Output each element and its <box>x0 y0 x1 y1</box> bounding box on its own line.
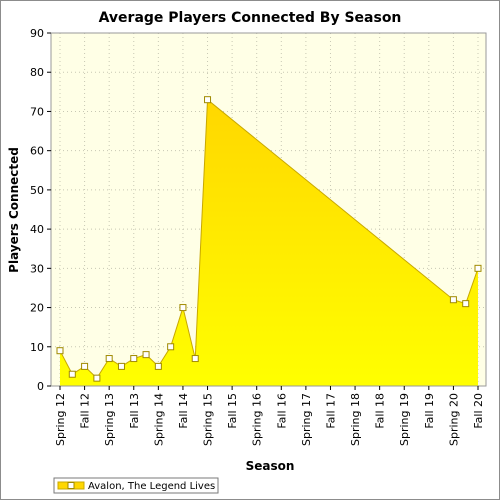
chart-title: Average Players Connected By Season <box>99 10 402 26</box>
x-tick-label: Fall 14 <box>177 393 190 429</box>
data-point <box>179 304 187 312</box>
x-axis-label: Season <box>246 459 295 473</box>
data-point <box>117 362 125 370</box>
area-series <box>60 99 478 386</box>
data-point <box>56 347 64 355</box>
x-tick-label: Spring 14 <box>152 393 165 446</box>
data-point <box>191 355 199 363</box>
data-point <box>167 343 175 351</box>
legend-swatch <box>57 481 85 490</box>
x-tick-label: Fall 20 <box>472 393 485 429</box>
y-tick-label: 70 <box>30 105 44 118</box>
data-point <box>130 355 138 363</box>
data-point <box>68 370 76 378</box>
axes <box>50 32 487 387</box>
legend-marker <box>67 482 75 489</box>
plot-border <box>50 32 487 387</box>
legend: Avalon, The Legend Lives <box>53 477 219 494</box>
data-point <box>93 374 101 382</box>
legend-entry: Avalon, The Legend Lives <box>88 481 215 492</box>
data-point <box>81 362 89 370</box>
x-tick-label: Fall 15 <box>226 393 239 429</box>
x-tick-label: Spring 19 <box>398 393 411 446</box>
y-tick-label: 40 <box>30 223 44 236</box>
x-tick-label: Spring 16 <box>251 393 264 446</box>
x-tick-label: Fall 12 <box>79 393 92 429</box>
x-tick-label: Spring 18 <box>349 393 362 446</box>
data-point <box>142 351 150 359</box>
data-markers <box>56 96 482 382</box>
data-point <box>154 362 162 370</box>
y-tick-label: 30 <box>30 262 44 275</box>
y-tick-label: 20 <box>30 302 44 315</box>
series-line <box>59 98 479 379</box>
y-tick-label: 50 <box>30 184 44 197</box>
x-tick-label: Spring 13 <box>103 393 116 446</box>
data-point <box>462 300 470 308</box>
y-tick-label: 90 <box>30 27 44 40</box>
y-tick-labels: 0 10 20 30 40 50 60 70 80 90 <box>30 27 51 393</box>
y-tick-label: 60 <box>30 145 44 158</box>
x-tick-label: Spring 17 <box>300 393 313 446</box>
x-tick-label: Fall 16 <box>275 393 288 429</box>
x-tick-label: Spring 15 <box>202 393 215 446</box>
x-tick-label: Fall 13 <box>128 393 141 429</box>
x-tick-label: Fall 19 <box>423 393 436 429</box>
data-point <box>449 296 457 304</box>
x-tick-label: Spring 12 <box>54 393 67 446</box>
data-point <box>105 355 113 363</box>
y-tick-label: 10 <box>30 341 44 354</box>
y-axis-label: Players Connected <box>7 147 21 273</box>
y-tick-label: 80 <box>30 66 44 79</box>
data-point <box>474 264 482 272</box>
x-tick-label: Fall 17 <box>324 393 337 429</box>
x-tick-labels: Spring 12 Fall 12 Spring 13 Fall 13 Spring 1… <box>54 386 485 446</box>
data-point <box>204 96 212 104</box>
x-tick-label: Fall 18 <box>374 393 387 429</box>
legend-box <box>53 477 219 494</box>
y-tick-label: 0 <box>37 380 44 393</box>
x-tick-label: Spring 20 <box>447 393 460 446</box>
